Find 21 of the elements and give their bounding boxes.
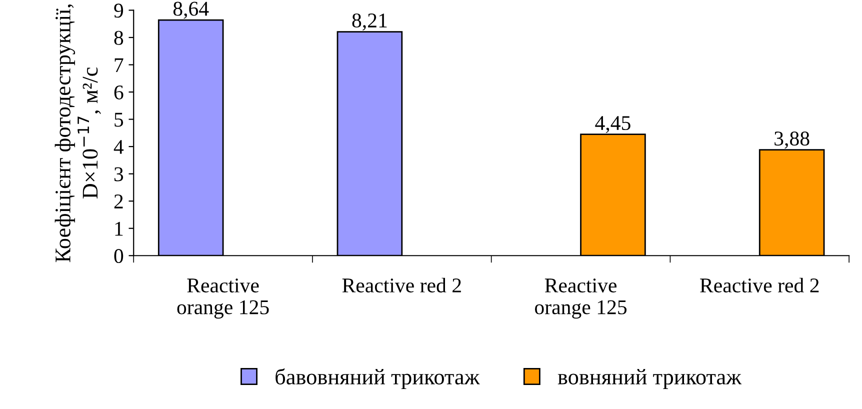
- y-tick-label: 5: [114, 112, 124, 127]
- y-tick-label: 0: [114, 249, 124, 264]
- legend-label: вовняний трикотаж: [558, 369, 742, 389]
- x-tick-label: Reactive orange 125: [534, 278, 627, 319]
- x-tick-label: Reactive orange 125: [177, 278, 269, 319]
- x-tick-label: Reactive red 2: [342, 278, 461, 293]
- y-tick-label: 6: [114, 85, 124, 100]
- x-tick-label: Reactive red 2: [700, 278, 819, 293]
- y-axis-title: Коефіцієнт фотодеструкції, D×10$^{−17}$, м²/с: [54, 4, 101, 262]
- data-label: 3,88: [774, 132, 810, 149]
- y-tick-label: 3: [114, 167, 124, 182]
- y-tick-label: 1: [115, 222, 123, 236]
- y-tick-label: 2: [114, 194, 123, 208]
- y-tick-label: 7: [114, 58, 124, 72]
- data-label: 8,21: [352, 13, 387, 31]
- legend-label: бавовняний трикотаж: [276, 368, 480, 389]
- data-label: 4,45: [595, 116, 630, 134]
- y-tick-label: 4: [114, 140, 124, 154]
- y-tick-label: 8: [114, 30, 124, 45]
- data-label: 8,64: [173, 2, 209, 19]
- y-tick-label: 9: [114, 4, 124, 18]
